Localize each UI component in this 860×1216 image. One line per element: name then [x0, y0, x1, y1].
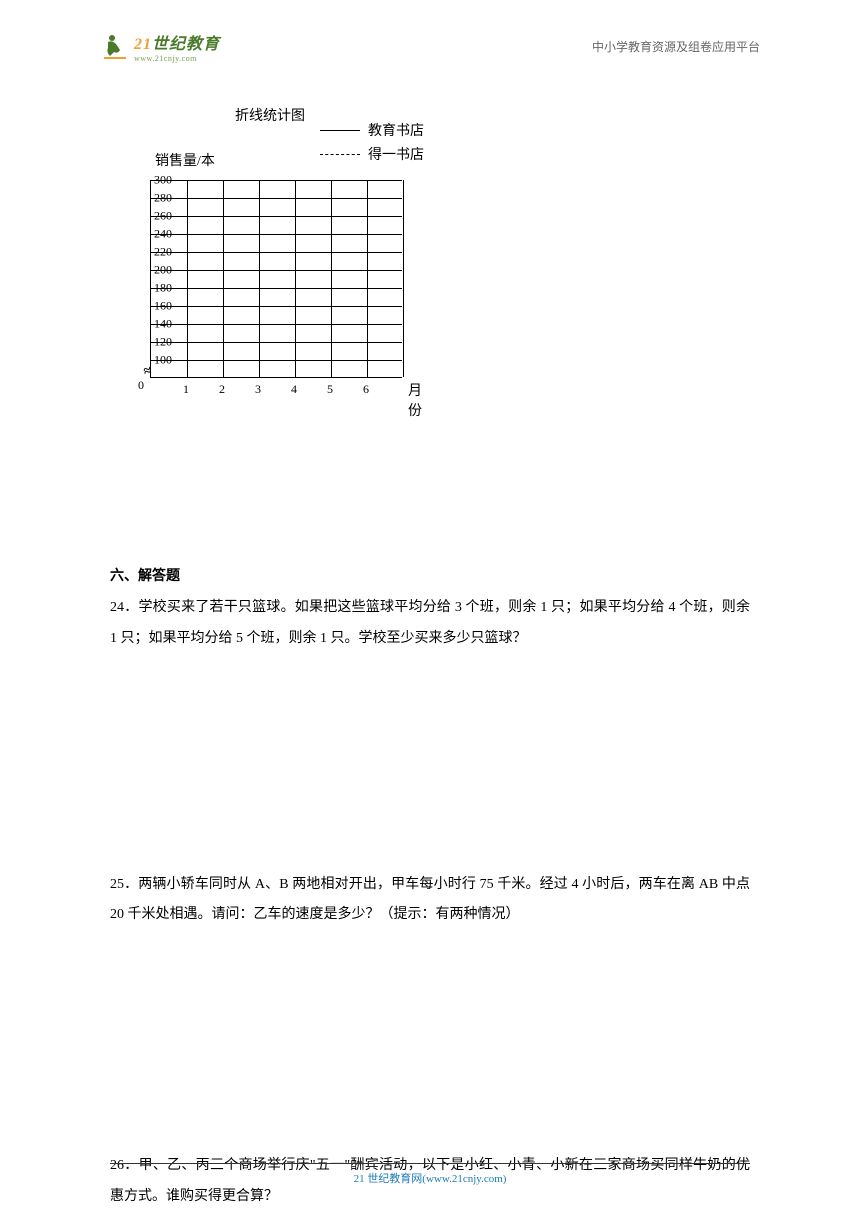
- legend-dashed-line-icon: [320, 154, 360, 155]
- grid-vline: [403, 180, 404, 377]
- legend-label-0: 教育书店: [368, 120, 424, 140]
- grid-hline: [151, 288, 402, 289]
- x-axis-label: 月份: [408, 380, 430, 420]
- x-tick: 2: [219, 382, 225, 397]
- x-tick: 4: [291, 382, 297, 397]
- question-text: 两辆小轿车同时从 A、B 两地相对开出，甲车每小时行 75 千米。经过 4 小时…: [110, 877, 750, 923]
- y-axis-label: 销售量/本: [155, 150, 215, 170]
- question-text: 学校买来了若干只篮球。如果把这些篮球平均分给 3 个班，则余 1 只；如果平均分…: [110, 600, 750, 646]
- y-tick: 220: [142, 245, 172, 260]
- grid-hline: [151, 234, 402, 235]
- logo-text-block: 21世纪教育 www.21cnjy.com: [134, 30, 220, 63]
- legend-solid-line-icon: [320, 130, 360, 131]
- chart-grid: [150, 180, 402, 378]
- question-number: 24．: [110, 600, 138, 615]
- legend-item-dashed: 得一书店: [320, 144, 424, 164]
- logo-url: www.21cnjy.com: [134, 54, 220, 63]
- y-tick: 260: [142, 209, 172, 224]
- y-tick: 200: [142, 263, 172, 278]
- y-tick: 140: [142, 317, 172, 332]
- question-25: 25．两辆小轿车同时从 A、B 两地相对开出，甲车每小时行 75 千米。经过 4…: [110, 870, 750, 932]
- legend-item-solid: 教育书店: [320, 120, 424, 140]
- grid-hline: [151, 180, 402, 181]
- y-tick: 160: [142, 299, 172, 314]
- question-24: 24．学校买来了若干只篮球。如果把这些篮球平均分给 3 个班，则余 1 只；如果…: [110, 593, 750, 655]
- chart-legend: 教育书店 得一书店: [320, 120, 424, 168]
- page-header: 21世纪教育 www.21cnjy.com 中小学教育资源及组卷应用平台: [0, 0, 860, 80]
- logo: 21世纪教育 www.21cnjy.com: [100, 30, 220, 63]
- y-tick: 180: [142, 281, 172, 296]
- y-tick: 120: [142, 335, 172, 350]
- y-tick: 300: [142, 173, 172, 188]
- x-tick: 5: [327, 382, 333, 397]
- grid-vline: [331, 180, 332, 377]
- page-content: 折线统计图 教育书店 得一书店 销售量/本: [110, 100, 750, 1213]
- grid-hline: [151, 270, 402, 271]
- x-tick: 3: [255, 382, 261, 397]
- y-tick: 240: [142, 227, 172, 242]
- y-tick: 280: [142, 191, 172, 206]
- grid-vline: [259, 180, 260, 377]
- header-right-text: 中小学教育资源及组卷应用平台: [592, 38, 760, 55]
- grid-hline: [151, 216, 402, 217]
- grid-vline: [187, 180, 188, 377]
- logo-prefix: 21: [134, 36, 152, 53]
- grid-vline: [223, 180, 224, 377]
- page-footer: 21 世纪教育网(www.21cnjy.com): [110, 1163, 750, 1186]
- grid-hline: [151, 342, 402, 343]
- grid-hline: [151, 360, 402, 361]
- grid-hline: [151, 198, 402, 199]
- question-number: 25．: [110, 877, 138, 892]
- x-tick: 1: [183, 382, 189, 397]
- chart-title: 折线统计图: [235, 105, 305, 125]
- x-tick: 6: [363, 382, 369, 397]
- grid-vline: [367, 180, 368, 377]
- line-chart: 折线统计图 教育书店 得一书店 销售量/本: [100, 100, 430, 420]
- grid-vline: [295, 180, 296, 377]
- logo-main-text: 21世纪教育: [134, 30, 220, 54]
- grid-hline: [151, 324, 402, 325]
- grid-hline: [151, 306, 402, 307]
- footer-text: 21 世纪教育网(www.21cnjy.com): [354, 1173, 507, 1185]
- grid-hline: [151, 252, 402, 253]
- logo-icon: [100, 32, 130, 62]
- section-title: 六、解答题: [110, 565, 750, 585]
- legend-label-1: 得一书店: [368, 144, 424, 164]
- zero-label: 0: [138, 378, 144, 393]
- logo-main: 世纪教育: [152, 36, 220, 53]
